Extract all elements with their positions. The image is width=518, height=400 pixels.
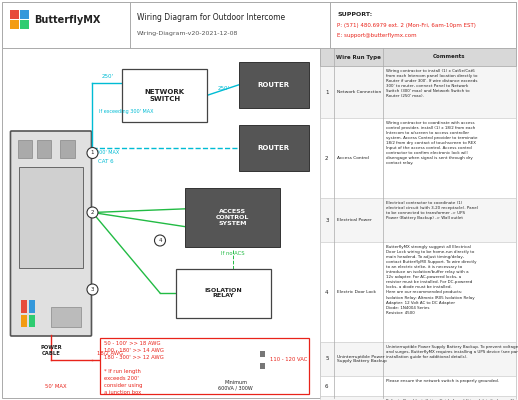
Circle shape: [154, 235, 165, 246]
Text: CAT 6: CAT 6: [98, 159, 114, 164]
Bar: [176, 268, 270, 318]
Bar: [21, 300, 27, 313]
Text: 4: 4: [325, 290, 328, 294]
Bar: [20, 20, 29, 29]
Text: Wiring Diagram for Outdoor Intercome: Wiring Diagram for Outdoor Intercome: [137, 14, 285, 22]
Bar: [21, 315, 27, 327]
Bar: [260, 351, 265, 357]
Text: ROUTER: ROUTER: [257, 145, 290, 151]
Text: Network Connection: Network Connection: [337, 90, 381, 94]
Text: 1: 1: [91, 150, 94, 156]
Text: Uninterruptible Power
Supply Battery Backup: Uninterruptible Power Supply Battery Bac…: [337, 354, 386, 364]
Bar: [320, 342, 516, 376]
Bar: [320, 66, 516, 118]
Text: TRANSFORMER: TRANSFORMER: [128, 357, 182, 362]
Text: 110 - 120 VAC: 110 - 120 VAC: [270, 357, 307, 362]
Bar: [239, 62, 309, 108]
Text: Uninterruptible Power Supply Battery Backup. To prevent voltage drops
and surges: Uninterruptible Power Supply Battery Bac…: [386, 345, 518, 359]
Text: 2: 2: [91, 210, 94, 215]
Bar: [207, 342, 255, 377]
Bar: [320, 396, 516, 400]
Text: Comments: Comments: [433, 54, 466, 60]
Bar: [18, 140, 32, 158]
Text: Refer to Panel Installation Guide for additional details. Leave 6' service loop
: Refer to Panel Installation Guide for ad…: [386, 399, 518, 400]
Bar: [320, 376, 516, 396]
Text: 2: 2: [325, 156, 328, 160]
Bar: [320, 198, 516, 242]
Bar: [37, 140, 51, 158]
Text: POWER
CABLE: POWER CABLE: [40, 345, 62, 356]
Text: 250': 250': [217, 86, 229, 91]
Text: 50' MAX: 50' MAX: [46, 384, 67, 389]
Text: Access Control: Access Control: [337, 156, 369, 160]
Text: NETWORK
SWITCH: NETWORK SWITCH: [145, 89, 185, 102]
Bar: [112, 342, 198, 377]
Text: ButterflyMX: ButterflyMX: [34, 15, 100, 25]
Bar: [20, 10, 29, 19]
Bar: [10, 20, 19, 29]
Bar: [61, 140, 75, 158]
Text: E: support@butterflymx.com: E: support@butterflymx.com: [337, 32, 416, 38]
Bar: [320, 242, 516, 342]
Bar: [185, 188, 280, 248]
Text: 1: 1: [325, 90, 328, 94]
Text: 3: 3: [325, 218, 328, 222]
Text: Electric Door Lock: Electric Door Lock: [337, 290, 376, 294]
Text: 6: 6: [325, 384, 328, 388]
Text: Wire Run Type: Wire Run Type: [336, 54, 381, 60]
Bar: [19, 166, 82, 268]
Text: If exceeding 300' MAX: If exceeding 300' MAX: [99, 108, 153, 114]
Bar: [51, 306, 81, 327]
Text: 4: 4: [159, 238, 162, 243]
Bar: [258, 343, 267, 376]
Bar: [29, 300, 35, 313]
Text: ACCESS
CONTROL
SYSTEM: ACCESS CONTROL SYSTEM: [216, 210, 249, 226]
Circle shape: [87, 148, 98, 158]
Bar: [122, 69, 207, 122]
Text: Electrical Power: Electrical Power: [337, 218, 371, 222]
Circle shape: [87, 207, 98, 218]
Text: UPS: UPS: [224, 357, 238, 362]
Bar: [2, 2, 516, 48]
Bar: [239, 125, 309, 170]
Text: SUPPORT:: SUPPORT:: [337, 12, 372, 16]
Bar: [10, 10, 19, 19]
Text: ButterflyMX strongly suggest all Electrical
Door Lock wiring to be home-run dire: ButterflyMX strongly suggest all Electri…: [386, 245, 476, 315]
Text: 18/2 AWG: 18/2 AWG: [97, 350, 124, 356]
Text: ROUTER: ROUTER: [257, 82, 290, 88]
Text: Electrical contractor to coordinate (1)
electrical circuit (with 3-20 receptacle: Electrical contractor to coordinate (1) …: [386, 201, 478, 220]
Bar: [260, 363, 265, 369]
Bar: [320, 48, 516, 398]
Text: 300' MAX: 300' MAX: [96, 150, 120, 155]
Text: 5: 5: [325, 356, 328, 362]
Bar: [29, 315, 35, 327]
Text: If no ACS: If no ACS: [221, 251, 244, 256]
Text: Wiring contractor to install (1) x Cat5e/Cat6
from each Intercom panel location : Wiring contractor to install (1) x Cat5e…: [386, 69, 477, 98]
Bar: [320, 48, 516, 66]
Text: P: (571) 480.6979 ext. 2 (Mon-Fri, 6am-10pm EST): P: (571) 480.6979 ext. 2 (Mon-Fri, 6am-1…: [337, 22, 476, 28]
Text: ISOLATION
RELAY: ISOLATION RELAY: [204, 288, 242, 298]
Text: Please ensure the network switch is properly grounded.: Please ensure the network switch is prop…: [386, 379, 499, 383]
Text: 3: 3: [91, 287, 94, 292]
Bar: [320, 118, 516, 198]
Text: 50 - 100' >> 18 AWG
100 - 180' >> 14 AWG
180 - 300' >> 12 AWG

* If run length
e: 50 - 100' >> 18 AWG 100 - 180' >> 14 AWG…: [105, 341, 164, 395]
Text: Wiring-Diagram-v20-2021-12-08: Wiring-Diagram-v20-2021-12-08: [137, 32, 238, 36]
Text: Wiring contractor to coordinate with access
control provider, install (1) x 18/2: Wiring contractor to coordinate with acc…: [386, 121, 477, 166]
Text: 250': 250': [102, 74, 113, 79]
Circle shape: [87, 284, 98, 295]
Bar: [100, 338, 309, 394]
Text: Minimum
600VA / 300W: Minimum 600VA / 300W: [218, 380, 253, 391]
FancyBboxPatch shape: [10, 131, 92, 336]
